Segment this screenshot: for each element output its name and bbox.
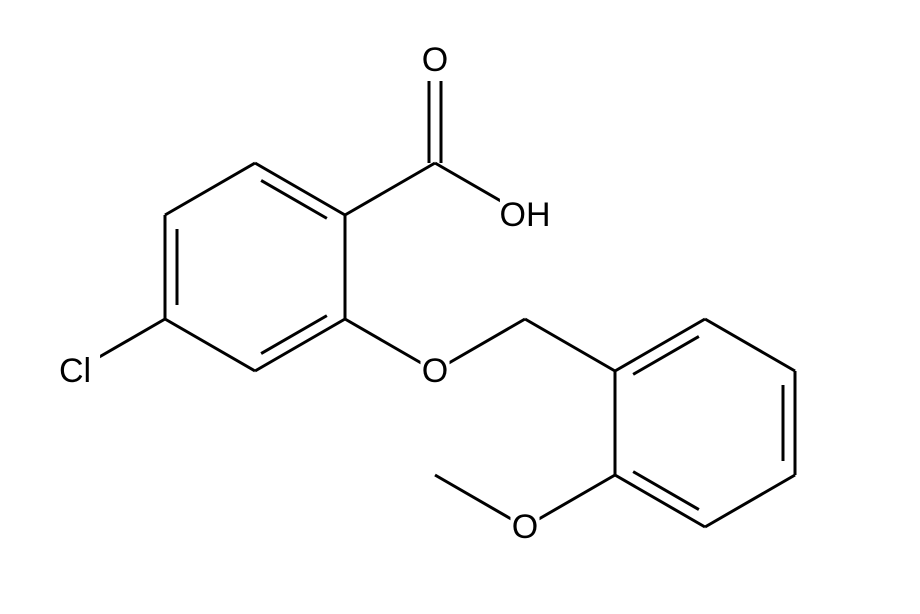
atom-label-O_ome: O — [512, 508, 538, 546]
atom-label-O_dbl: O — [422, 41, 448, 79]
molecule-diagram: Cl O OH O O — [0, 0, 920, 614]
atom-label-Cl: Cl — [59, 352, 91, 390]
atom-label-O_eth: O — [422, 352, 448, 390]
atom-label-OH: OH — [500, 196, 551, 234]
